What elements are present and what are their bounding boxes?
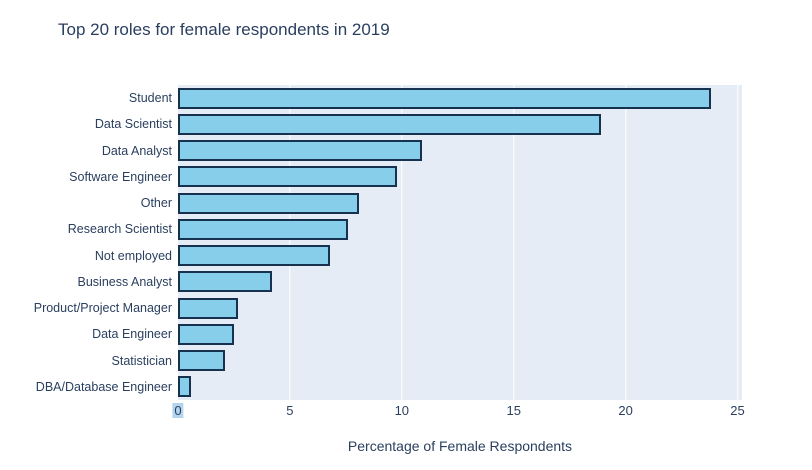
y-tick-label-research-scientist: Research Scientist (67, 222, 172, 237)
y-tick-label-not-employed: Not employed (94, 248, 172, 263)
y-tick-label-product-project-manager: Product/Project Manager (33, 301, 172, 315)
y-tick-label-data-analyst: Data Analyst (101, 143, 172, 158)
y-tick-label-business-analyst: Business Analyst (77, 274, 173, 289)
y-tick-label-other: Other (140, 196, 172, 210)
bar-dba-database-engineer[interactable] (178, 376, 192, 398)
x-tick-label-15: 15 (506, 403, 521, 418)
gridline-5 (289, 85, 291, 400)
y-tick-label-software-engineer: Software Engineer (69, 169, 172, 184)
y-tick-label-dba-database-engineer: DBA/Database Engineer (35, 379, 172, 394)
bar-student[interactable] (178, 87, 711, 109)
y-tick-label-student: Student (128, 91, 172, 105)
y-tick-label-statistician: Statistician (111, 353, 172, 368)
bar-statistician[interactable] (178, 350, 225, 372)
y-tick-label-data-scientist: Data Scientist (94, 117, 172, 132)
bar-data-scientist[interactable] (178, 113, 601, 135)
bar-business-analyst[interactable] (178, 271, 272, 293)
chart-title: Top 20 roles for female respondents in 2… (58, 20, 390, 39)
x-tick-label-5: 5 (286, 403, 294, 418)
gridline-25 (736, 85, 739, 400)
x-tick-label-0: 0 (172, 403, 184, 418)
y-tick-label-data-engineer: Data Engineer (92, 327, 172, 342)
x-tick-label-25: 25 (730, 403, 745, 418)
gridline-20 (624, 85, 627, 400)
x-tick-label-20: 20 (618, 403, 633, 418)
bar-data-engineer[interactable] (178, 323, 234, 345)
bar-data-analyst[interactable] (178, 140, 422, 162)
bar-product-project-manager[interactable] (178, 297, 239, 319)
x-axis: 0 5 10 15 20 25 (172, 403, 745, 421)
bar-research-scientist[interactable] (178, 218, 349, 240)
y-axis: Student Data Scientist Data Analyst Softwar… (0, 85, 172, 400)
gridline-10 (401, 85, 403, 400)
plot-area (178, 85, 742, 400)
bar-other[interactable] (178, 192, 360, 214)
bar-software-engineer[interactable] (178, 166, 398, 188)
x-tick-label-10: 10 (394, 403, 410, 418)
x-axis-title: Percentage of Female Respondents (347, 438, 573, 454)
bar-not-employed[interactable] (178, 245, 331, 267)
gridline-15 (512, 85, 515, 400)
